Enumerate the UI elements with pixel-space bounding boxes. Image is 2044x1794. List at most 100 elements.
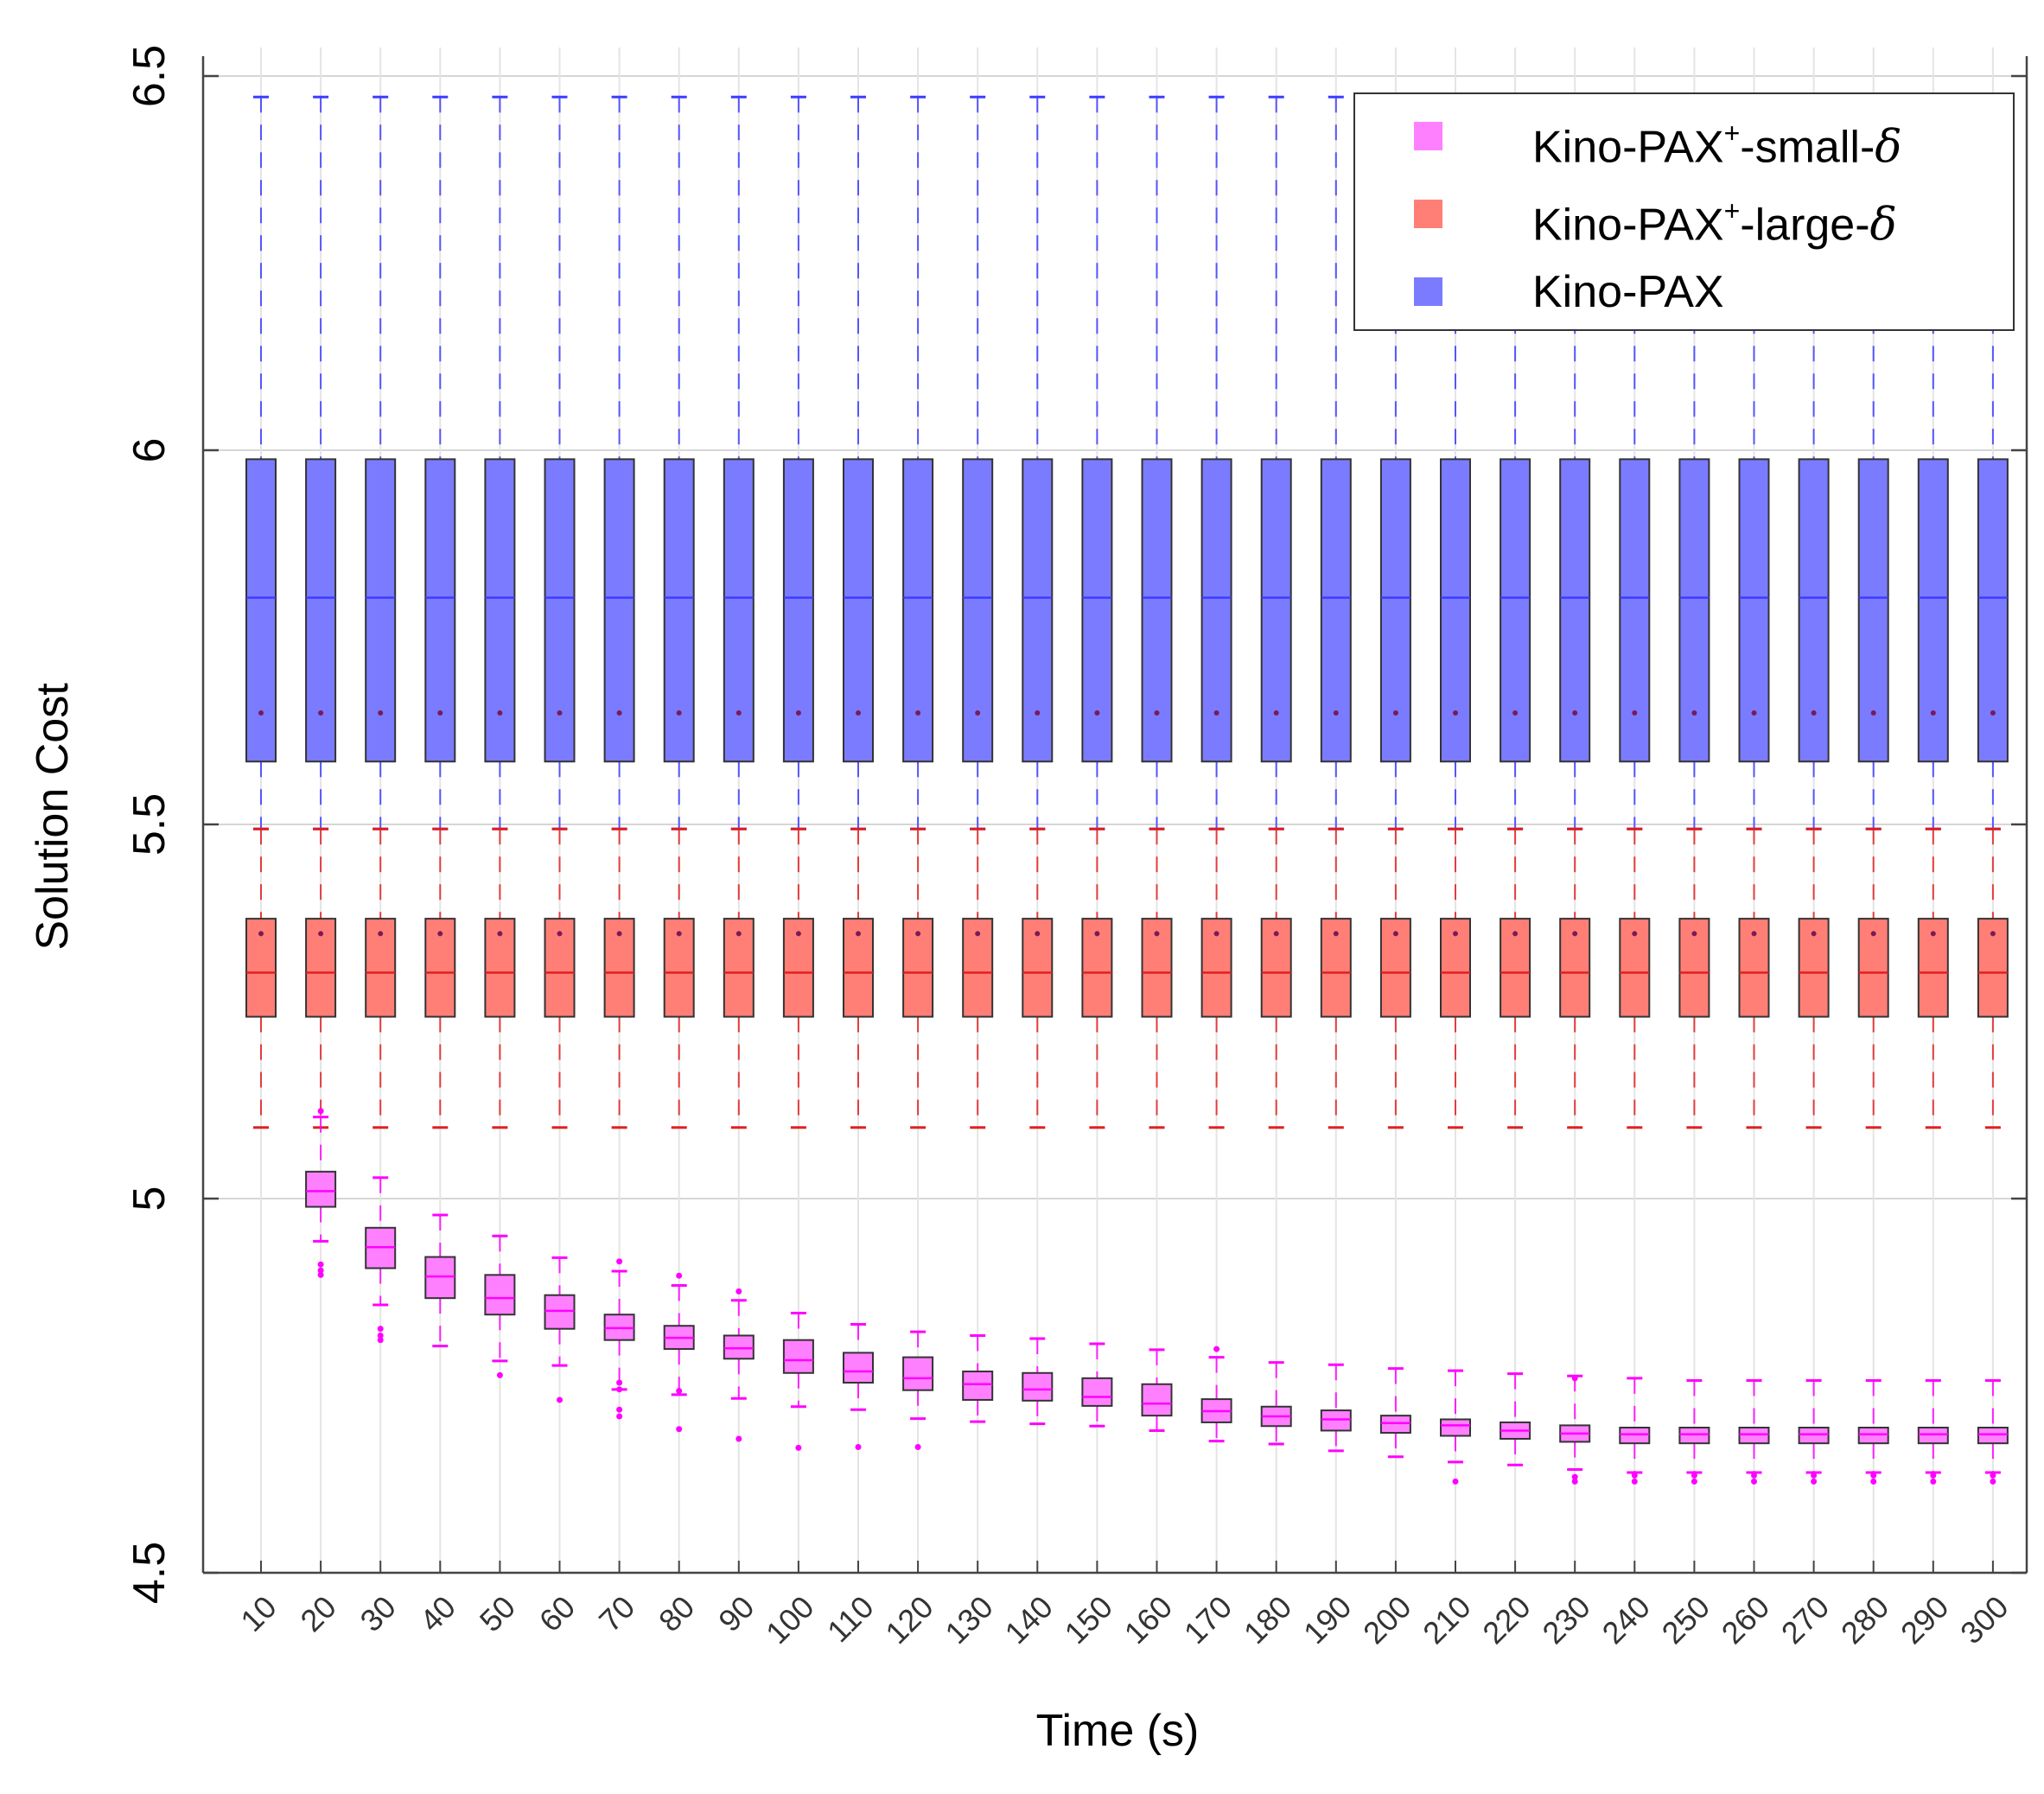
mean-marker [1632,709,1638,716]
y-tick-label: 4.5 [124,1542,175,1604]
mean-marker [1572,931,1578,937]
box-kino-pax [1081,458,1113,763]
x-tick-label: 230 [1535,1589,1596,1651]
outlier-point [377,1326,384,1333]
outlier-point [616,1413,623,1420]
box-kino-pax-small [1678,1426,1710,1445]
x-tick-label: 190 [1296,1589,1358,1651]
box-kino-pax [1738,458,1770,763]
mean-marker [258,931,264,937]
x-tick-label: 160 [1118,1589,1179,1651]
x-tick-label: 50 [473,1589,522,1638]
mean-marker [975,709,981,716]
outlier-point [616,1406,623,1413]
outlier-point [735,1288,742,1295]
mean-marker [856,931,861,937]
box-kino-pax [1500,458,1531,763]
mean-marker [1811,709,1817,716]
mean-marker [1035,931,1041,937]
box-kino-pax-small [1022,1371,1054,1402]
box-kino-pax-small [1081,1377,1113,1407]
mean-marker [676,931,682,937]
mean-marker [497,709,503,716]
box-kino-pax [962,458,994,763]
mean-marker [557,709,563,716]
mean-marker [1751,931,1757,937]
mean-marker [1930,709,1936,716]
box-kino-pax [1559,458,1591,763]
outlier-point [1691,1472,1697,1479]
box-kino-pax [1022,458,1054,763]
outlier-point [1930,1478,1937,1485]
mean-marker [437,709,443,716]
mean-marker [1154,931,1160,937]
outlier-point [855,1444,862,1451]
box-kino-pax-small [1798,1426,1830,1445]
mean-marker [1392,931,1398,937]
outlier-point [377,1337,384,1344]
box-kino-pax-small [782,1339,814,1374]
x-tick-label: 260 [1715,1589,1776,1651]
mean-marker [1094,931,1100,937]
mean-marker [1273,931,1279,937]
x-tick-label: 180 [1237,1589,1298,1651]
outlier-point [1691,1478,1697,1485]
mean-marker [616,709,622,716]
legend-label-small-delta: Kino-PAX+-small-δ [1532,118,1902,174]
mean-marker [1453,709,1458,716]
outlier-point [616,1379,623,1386]
outlier-point [676,1426,683,1433]
box-kino-pax-small [902,1356,934,1391]
x-tick-label: 100 [759,1589,820,1651]
box-kino-pax [544,458,576,763]
box-kino-pax [1977,458,2009,763]
mean-marker [258,709,264,716]
x-tick-label: 90 [711,1589,761,1638]
mean-marker [1691,709,1697,716]
box-kino-pax [424,458,456,763]
outlier-point [795,1444,802,1451]
box-kino-pax [723,458,755,763]
box-kino-pax [484,458,516,763]
box-kino-pax-large [1678,918,1710,1018]
legend: Kino-PAX+-small-δ Kino-PAX+-large-δ Kino… [1353,92,2015,331]
box-kino-pax-small [723,1334,755,1360]
box-kino-pax [305,458,337,763]
legend-label-large-delta: Kino-PAX+-large-δ [1532,195,1897,251]
box-kino-pax-small [1619,1426,1651,1445]
x-tick-label: 120 [878,1589,939,1651]
mean-marker [378,931,384,937]
outlier-point [1930,1472,1937,1479]
box-kino-pax [245,458,277,763]
x-tick-label: 70 [592,1589,641,1638]
outlier-point [1870,1472,1877,1479]
legend-swatch-kino-pax [1414,277,1442,306]
mean-marker [616,931,622,937]
box-kino-pax-small [1738,1426,1770,1445]
outlier-point [1751,1478,1757,1485]
outlier-point [1990,1478,1996,1485]
mean-marker [1751,709,1757,716]
outlier-point [377,1332,384,1339]
mean-marker [1990,709,1996,716]
box-kino-pax-small [1977,1426,2009,1445]
box-kino-pax [1320,458,1352,763]
box-kino-pax-small [962,1371,994,1401]
outlier-point [1751,1472,1757,1479]
x-tick-label: 220 [1475,1589,1537,1651]
x-tick-label: 60 [532,1589,582,1638]
mean-marker [735,931,742,937]
mean-marker [915,931,921,937]
box-kino-pax [1619,458,1651,763]
x-tick-label: 210 [1416,1589,1477,1651]
mean-marker [1930,931,1936,937]
x-tick-label: 20 [293,1589,342,1638]
mean-marker [1453,931,1458,937]
mean-marker [1333,709,1339,716]
outlier-point [1990,1472,1996,1479]
y-tick-label: 6 [124,438,175,463]
outlier-point [1213,1346,1220,1352]
box-kino-pax-small [484,1274,516,1316]
legend-item-small-delta: Kino-PAX+-small-δ [1355,103,2013,173]
